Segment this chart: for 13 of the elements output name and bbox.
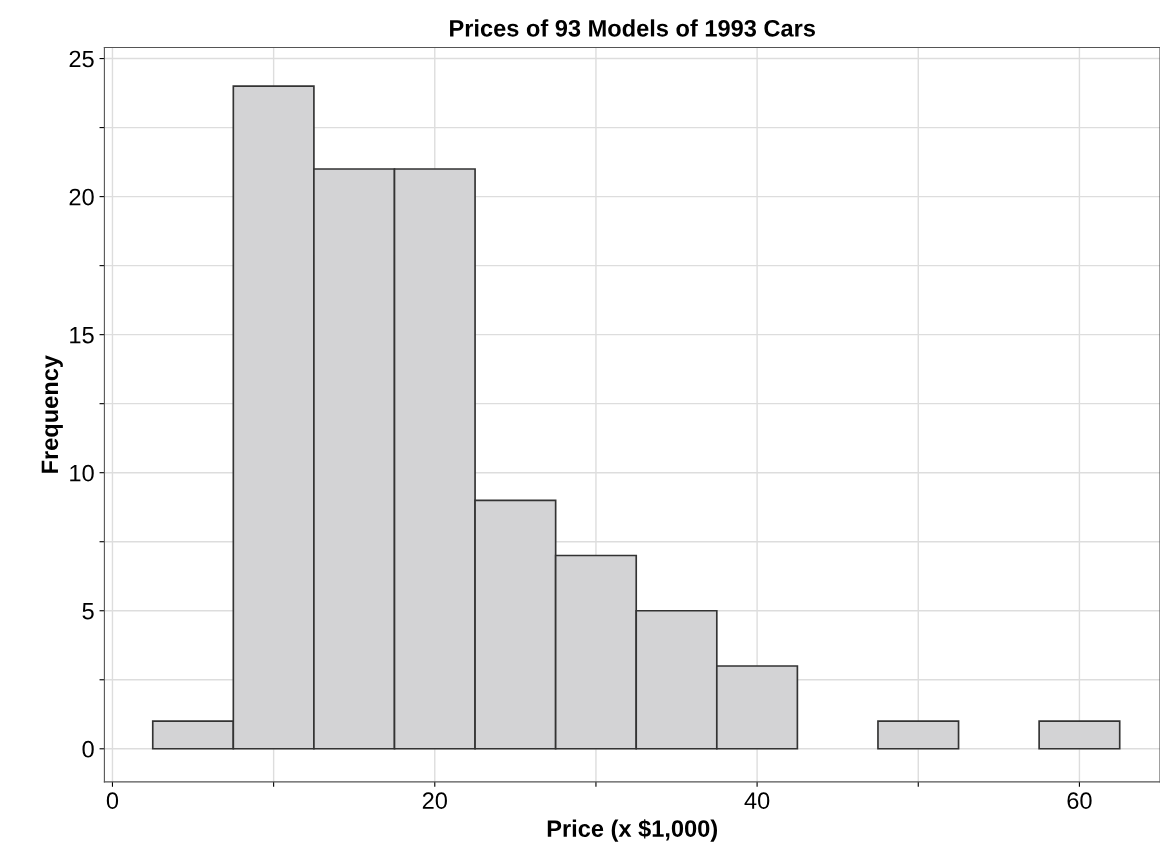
y-axis-title: Frequency [41,355,63,473]
chart-title: Prices of 93 Models of 1993 Cars [450,19,815,37]
y-tick-label: 25 [69,50,94,68]
x-tick-label: 0 [106,792,119,809]
x-tick-label: 40 [744,792,770,809]
y-tick-label: 5 [82,603,94,620]
y-tick-label: 20 [69,188,94,206]
y-tick-label: 15 [70,326,94,344]
y-tick-label: 0 [82,740,94,758]
x-tick-label: 60 [1067,792,1092,809]
y-tick-label: 10 [70,464,94,482]
x-tick-label: 20 [422,792,447,809]
x-axis-title: Price (x $1,000) [547,819,718,842]
